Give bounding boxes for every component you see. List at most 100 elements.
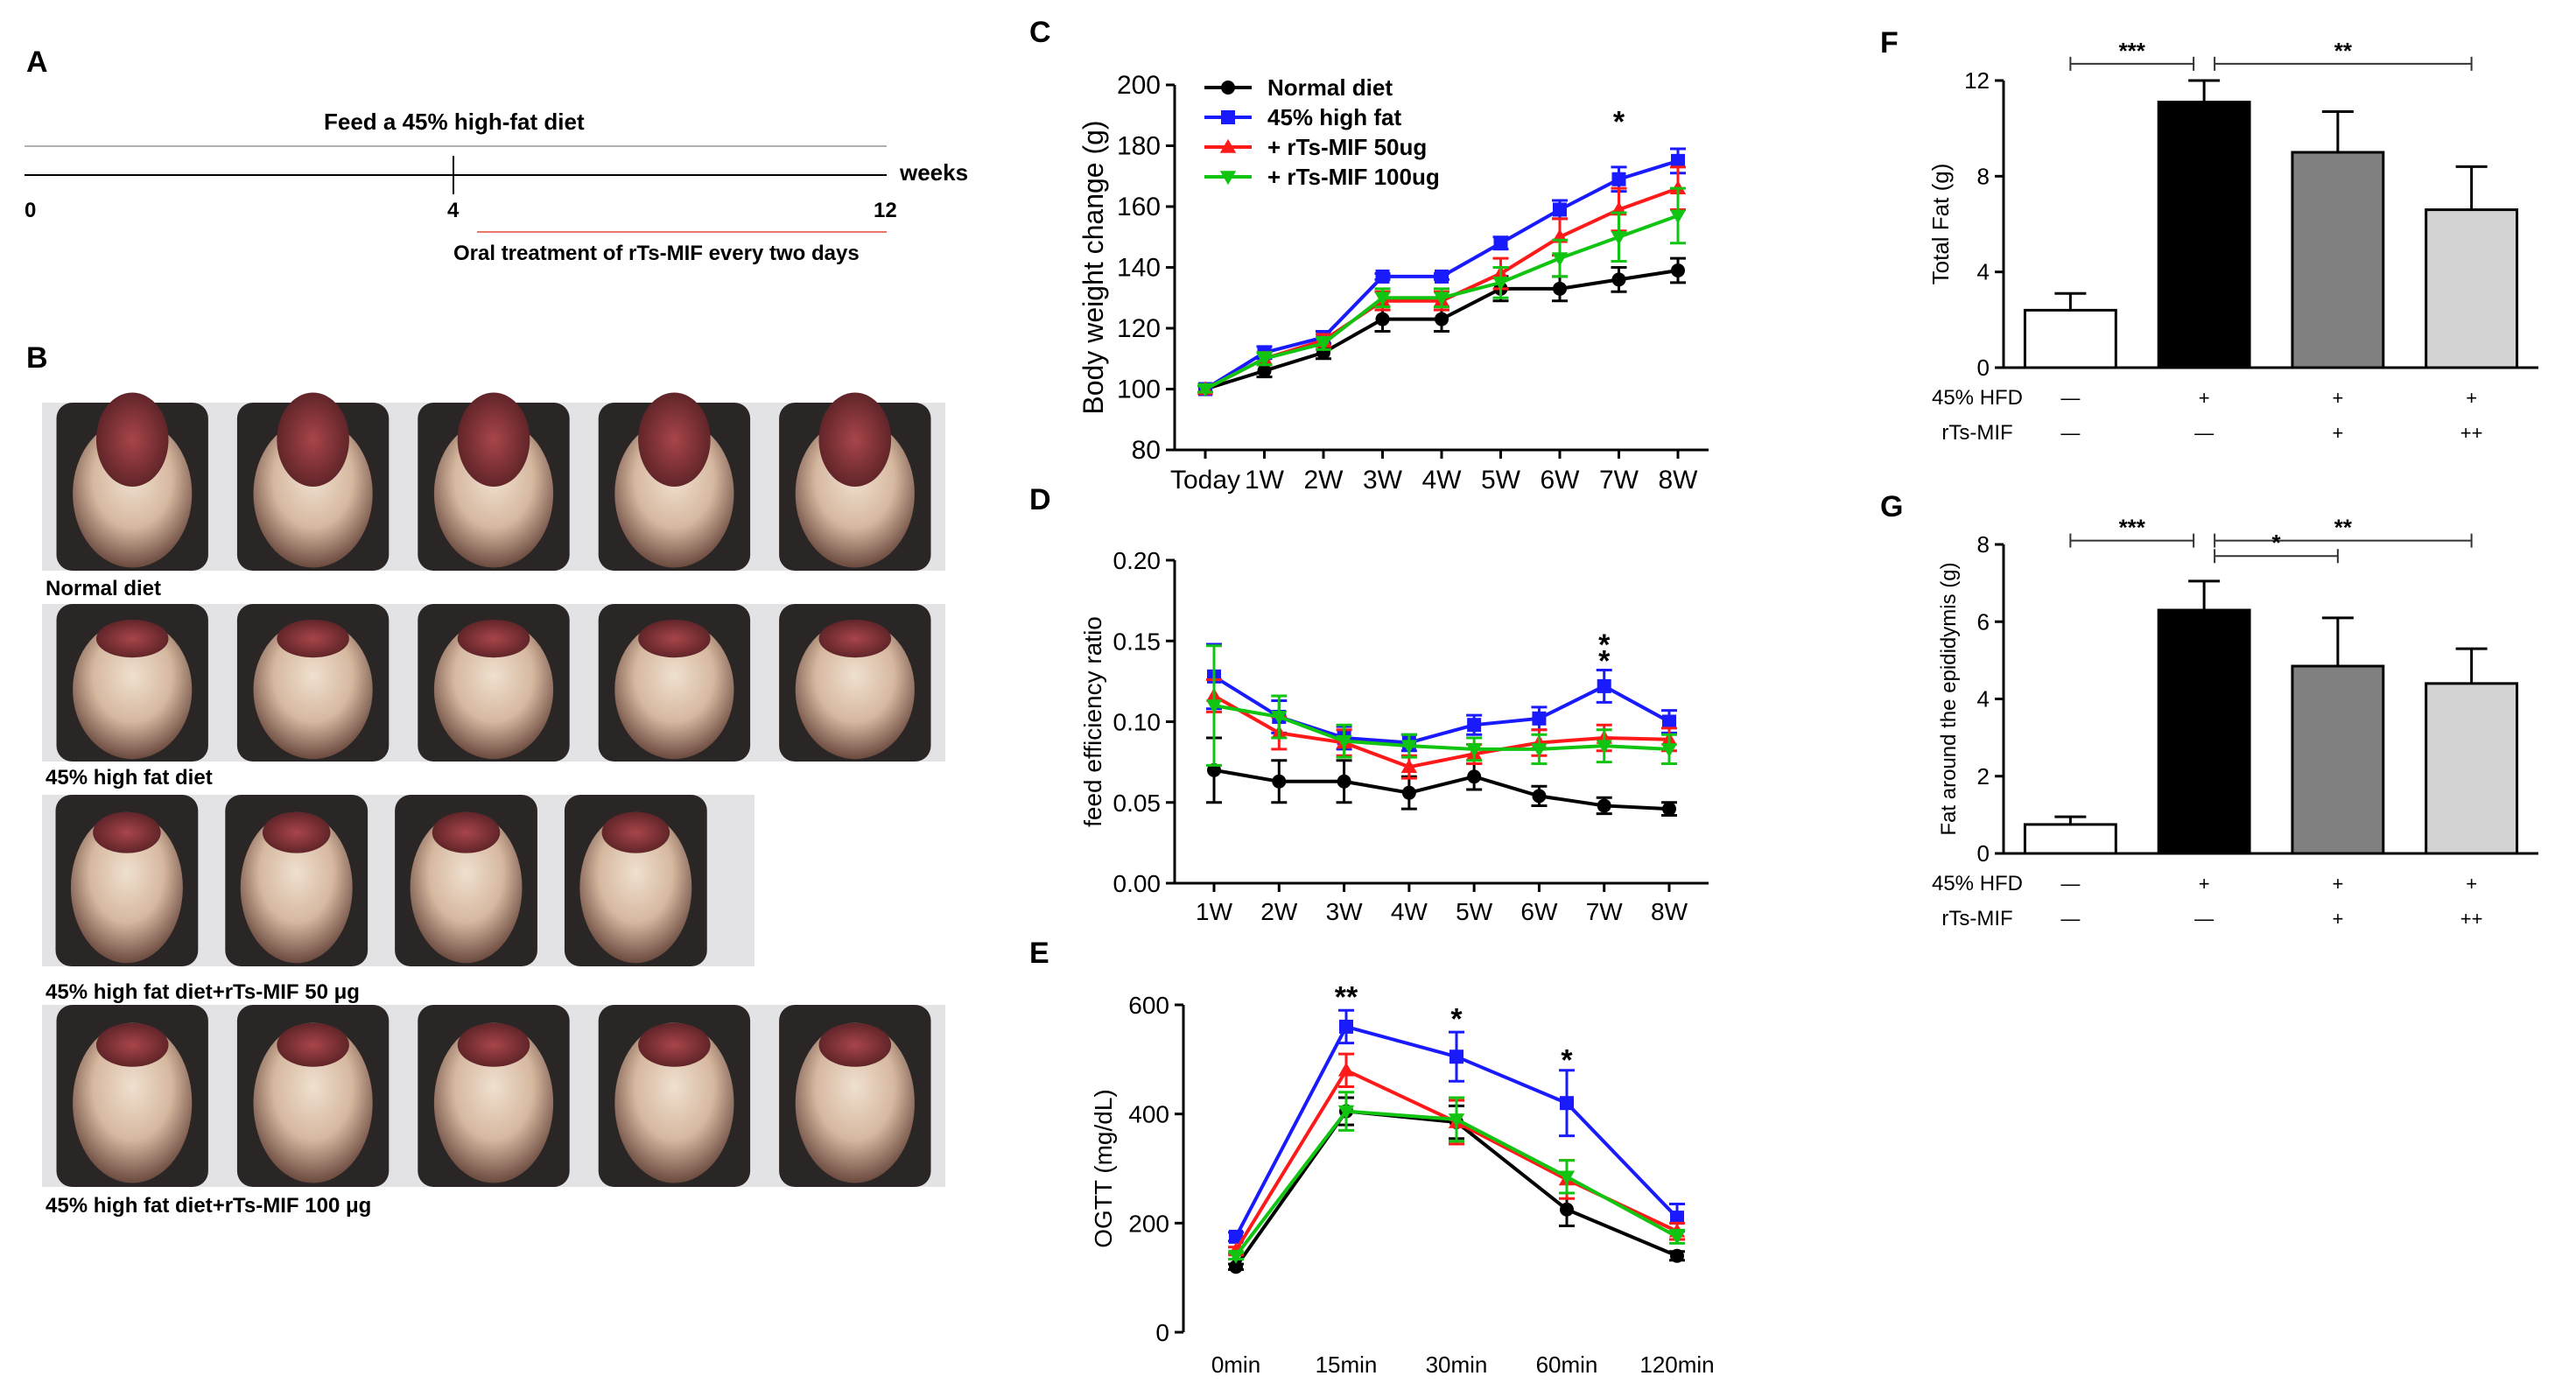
row-sign: — — [2060, 422, 2080, 444]
data-point — [1400, 758, 1418, 773]
mouse-body — [253, 1022, 373, 1183]
mouse-body — [579, 811, 692, 964]
tick-label-12: 12 — [874, 199, 897, 222]
y-axis-label: OGTT (mg/dL) — [1090, 1089, 1117, 1248]
y-tick-label: 6 — [1977, 608, 1990, 635]
x-tick-label: 0min — [1211, 1351, 1260, 1378]
significance-star: * — [1598, 644, 1611, 677]
data-point — [1337, 1105, 1355, 1120]
mouse-organ — [818, 392, 892, 487]
legend-marker — [1219, 171, 1237, 186]
bar — [2291, 151, 2385, 369]
significance-star: * — [2271, 530, 2281, 556]
row-sign: — — [2060, 873, 2080, 895]
mouse-body — [410, 811, 523, 964]
data-point — [1465, 743, 1483, 758]
data-point — [1467, 718, 1482, 733]
data-point — [1671, 153, 1685, 168]
y-tick-label: 12 — [1964, 67, 1990, 94]
y-tick-label: 0.20 — [1113, 547, 1162, 574]
x-tick-label: 1W — [1245, 466, 1285, 495]
data-point — [1532, 789, 1547, 804]
row-sign: — — [2060, 908, 2080, 930]
y-tick-label: 140 — [1117, 254, 1161, 283]
data-point — [1315, 337, 1332, 352]
data-point — [1611, 230, 1627, 245]
y-tick-label: 600 — [1128, 992, 1169, 1019]
x-tick-label: 5W — [1456, 898, 1493, 925]
data-point — [1375, 269, 1390, 284]
data-point — [1401, 785, 1416, 800]
data-point — [1336, 734, 1352, 749]
data-point — [1493, 235, 1508, 250]
photo-caption: 45% high fat diet+rTs-MIF 50 μg — [46, 980, 360, 1004]
mouse-organ — [277, 392, 349, 487]
data-point — [1337, 774, 1351, 789]
row-sign: + — [2332, 387, 2343, 409]
x-tick-label: 7W — [1599, 466, 1639, 495]
x-tick-label: 5W — [1481, 466, 1521, 495]
series-line — [1213, 704, 1670, 751]
y-axis-label: Total Fat (g) — [1927, 164, 1954, 285]
x-tick-label: 60min — [1536, 1351, 1598, 1378]
legend-label: + rTs-MIF 100ug — [1267, 164, 1440, 190]
data-point — [1375, 312, 1390, 326]
significance-star: * — [1598, 628, 1611, 662]
data-point — [1560, 1202, 1574, 1217]
y-tick-label: 160 — [1117, 193, 1161, 221]
mouse-organ — [818, 620, 892, 658]
mouse-body — [73, 620, 193, 760]
x-tick-label: 1W — [1196, 898, 1233, 925]
mouse-body — [795, 1022, 915, 1183]
data-point — [1467, 769, 1482, 784]
y-axis-label: feed efficiency ratio — [1079, 616, 1106, 827]
y-tick-label: 200 — [1117, 71, 1161, 100]
y-axis-label: Body weight change (g) — [1077, 120, 1109, 414]
data-point — [1611, 272, 1626, 287]
x-tick-label: 120min — [1639, 1351, 1714, 1378]
x-tick-label: 3W — [1326, 898, 1364, 925]
y-tick-label: 120 — [1117, 314, 1161, 343]
data-point — [1272, 774, 1287, 789]
data-point — [1660, 743, 1678, 758]
data-point — [1662, 714, 1676, 729]
data-point — [1229, 1260, 1243, 1274]
y-tick-label: 4 — [1977, 686, 1990, 713]
mouse-body — [253, 620, 373, 760]
data-point — [1197, 383, 1214, 397]
row-sign: + — [2466, 387, 2477, 409]
bar — [2157, 101, 2251, 369]
mouse-body — [70, 811, 183, 964]
y-tick-label: 0 — [1977, 840, 1990, 867]
panel-label-c: C — [1029, 16, 1051, 49]
legend-label: 45% high fat — [1267, 104, 1401, 130]
x-tick-label: 2W — [1304, 466, 1344, 495]
mouse-organ — [432, 811, 501, 853]
mouse-organ — [457, 392, 530, 487]
panel-label-b: B — [26, 341, 48, 375]
mouse-organ — [95, 392, 169, 487]
legend-marker — [1221, 81, 1235, 95]
data-point — [1531, 743, 1548, 758]
mouse-body — [73, 1022, 193, 1183]
legend-label: Normal diet — [1267, 74, 1393, 101]
diet-label: Feed a 45% high-fat diet — [324, 109, 585, 135]
mouse-organ — [95, 620, 169, 658]
x-tick-label: 8W — [1659, 466, 1699, 495]
bar — [2023, 308, 2117, 369]
x-tick-label: 6W — [1520, 898, 1558, 925]
data-point — [1670, 1248, 1684, 1263]
mouse-organ — [93, 811, 161, 853]
data-point — [1205, 699, 1223, 714]
y-tick-label: 80 — [1132, 436, 1161, 465]
mouse-body — [795, 620, 915, 760]
mouse-organ — [818, 1022, 892, 1067]
row-sign: + — [2199, 387, 2210, 409]
data-point — [1558, 1170, 1576, 1185]
x-tick-label: 30min — [1426, 1351, 1488, 1378]
x-tick-label: 15min — [1316, 1351, 1378, 1378]
y-tick-label: 400 — [1128, 1101, 1169, 1128]
row-label-rtsmif: rTs-MIF — [1941, 421, 2012, 445]
panel-label-g: G — [1880, 490, 1903, 523]
